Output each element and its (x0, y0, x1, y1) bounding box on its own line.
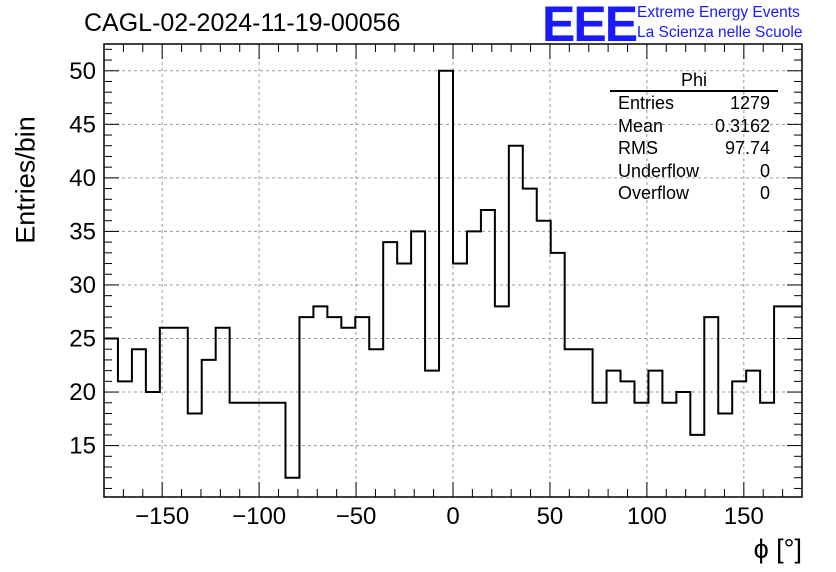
stats-value: 0.3162 (714, 115, 770, 136)
stats-value: 97.74 (724, 138, 770, 158)
stats-row-mean: Mean 0.3162 (610, 115, 778, 138)
stats-label: Overflow (618, 183, 690, 203)
logo-line-1: Extreme Energy Events (637, 4, 800, 21)
histogram-series (104, 69, 802, 479)
chart-title: CAGL-02-2024-11-19-00056 (84, 9, 401, 37)
stats-label: Entries (618, 93, 675, 113)
stats-value: 1279 (729, 93, 770, 113)
y-tick-label: 25 (69, 326, 96, 353)
y-tick-label: 30 (69, 272, 96, 299)
stats-box: Phi Entries 1279 Mean 0.3162 RMS 97.74 U… (610, 70, 778, 205)
stats-label: Underflow (618, 160, 700, 181)
histogram-line (104, 69, 802, 479)
x-tick-label: −150 (135, 503, 189, 530)
x-tick-label: 150 (724, 503, 764, 530)
stats-value: 0 (759, 160, 770, 181)
stats-row-overflow: Overflow 0 (610, 182, 778, 205)
y-tick-label: 20 (69, 379, 96, 406)
eee-logo: EEE (542, 0, 638, 52)
y-tick-label: 50 (69, 58, 96, 85)
stats-row-entries: Entries 1279 (610, 92, 778, 115)
stats-row-rms: RMS 97.74 (610, 137, 778, 160)
x-tick-label: 100 (627, 503, 667, 530)
stats-label: RMS (618, 138, 658, 158)
x-tick-labels: −150 −100 −50 0 50 100 150 (135, 503, 764, 530)
y-tick-label: 45 (69, 111, 96, 138)
y-tick-label: 35 (69, 218, 96, 245)
stats-row-underflow: Underflow 0 (610, 160, 778, 183)
x-axis-label: ϕ [°] (753, 534, 802, 564)
x-tick-label: 0 (446, 503, 459, 530)
y-tick-label: 40 (69, 165, 96, 192)
stats-title: Phi (610, 70, 778, 92)
y-axis-label: Entries/bin (10, 116, 41, 244)
y-tick-labels: 15 20 25 30 35 40 45 50 (69, 58, 96, 460)
x-tick-label: −100 (232, 503, 286, 530)
logo-line-2: La Scienza nelle Scuole (637, 24, 803, 41)
x-tick-label: −50 (336, 503, 377, 530)
stats-value: 0 (759, 183, 770, 203)
y-tick-label: 15 (69, 433, 96, 460)
y-axis-label-wrap: Entries/bin (4, 116, 44, 244)
x-tick-label: 50 (537, 503, 564, 530)
axes (103, 43, 803, 498)
stats-label: Mean (618, 115, 664, 136)
